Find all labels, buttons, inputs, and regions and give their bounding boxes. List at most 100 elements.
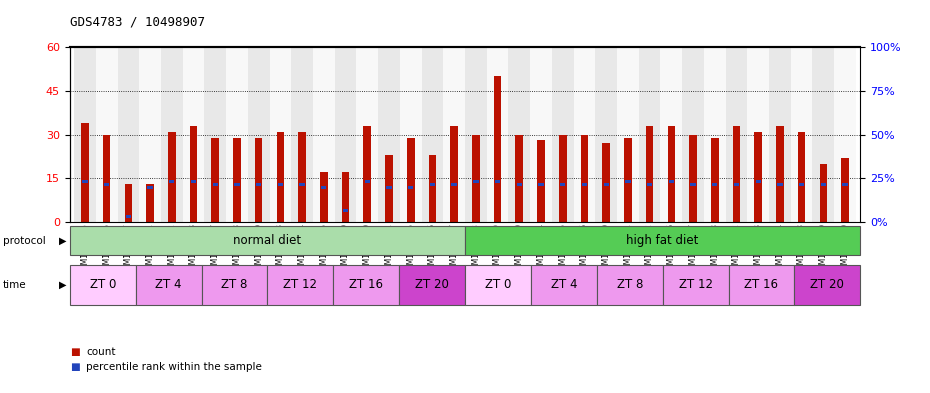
Bar [704,47,725,222]
Bar [299,132,306,222]
Bar [834,47,856,222]
Text: GDS4783 / 10498907: GDS4783 / 10498907 [70,16,205,29]
Bar [421,47,444,222]
Bar [582,183,587,185]
Bar [595,47,617,222]
Bar [146,184,153,222]
Bar [226,47,247,222]
Bar [842,158,849,222]
Bar [662,265,728,305]
Bar [748,47,769,222]
Bar [430,183,435,185]
Text: ■: ■ [70,347,79,357]
Bar [531,265,597,305]
Bar [645,126,654,222]
Bar [624,138,631,222]
Bar [276,132,285,222]
Bar [136,265,202,305]
Bar [313,47,335,222]
Text: time: time [3,280,26,290]
Text: ZT 16: ZT 16 [349,278,383,292]
Bar [278,183,283,185]
Bar [451,183,457,185]
Bar [299,183,305,185]
Text: ▶: ▶ [59,236,66,246]
Bar [538,140,545,222]
Bar [140,47,161,222]
Bar [256,183,261,185]
Bar [551,47,574,222]
Bar [81,123,88,222]
Bar [660,47,683,222]
Bar [509,47,530,222]
Bar [465,47,486,222]
Bar [790,47,813,222]
Bar [343,209,348,212]
Bar [769,47,790,222]
Bar [125,184,132,222]
Bar [668,126,675,222]
Bar [407,138,415,222]
Text: ZT 8: ZT 8 [221,278,247,292]
Bar [777,183,782,185]
Bar [597,265,662,305]
Text: ZT 8: ZT 8 [617,278,643,292]
Bar [291,47,313,222]
Bar [647,183,652,185]
Text: high fat diet: high fat diet [627,234,698,247]
Bar [798,132,805,222]
Bar [712,183,717,185]
Bar [494,76,501,222]
Bar [617,47,639,222]
Bar [725,47,748,222]
Bar [689,134,697,222]
Bar [70,265,136,305]
Bar [117,47,140,222]
Bar [104,183,110,185]
Bar [429,155,436,222]
Bar [379,47,400,222]
Bar [711,138,719,222]
Bar [754,132,762,222]
Bar [386,185,392,189]
Bar [270,47,291,222]
Bar [267,265,333,305]
Text: ZT 20: ZT 20 [415,278,449,292]
Bar [515,134,523,222]
Bar [103,134,111,222]
Bar [733,126,740,222]
Bar [683,47,704,222]
Bar [690,183,696,185]
Bar [843,183,848,185]
Bar [465,265,531,305]
Bar [255,138,262,222]
Bar [486,47,509,222]
Bar [408,185,413,189]
Bar [161,47,182,222]
Bar [669,180,674,183]
Text: ZT 12: ZT 12 [679,278,712,292]
Bar [169,180,175,183]
Bar [211,138,219,222]
Text: ZT 0: ZT 0 [89,278,116,292]
Bar [794,265,860,305]
Bar [604,183,609,185]
Text: ZT 20: ZT 20 [810,278,844,292]
Bar [365,180,370,183]
Bar [538,183,544,185]
Bar [233,138,241,222]
Bar [335,47,356,222]
Bar [82,180,87,183]
Bar [444,47,465,222]
Bar [450,126,458,222]
Bar [559,134,566,222]
Text: percentile rank within the sample: percentile rank within the sample [86,362,262,373]
Text: count: count [86,347,116,357]
Bar [356,47,379,222]
Bar [126,215,131,218]
Bar [320,173,327,222]
Bar [639,47,660,222]
Bar [755,180,761,183]
Bar [580,134,589,222]
Bar [168,132,176,222]
